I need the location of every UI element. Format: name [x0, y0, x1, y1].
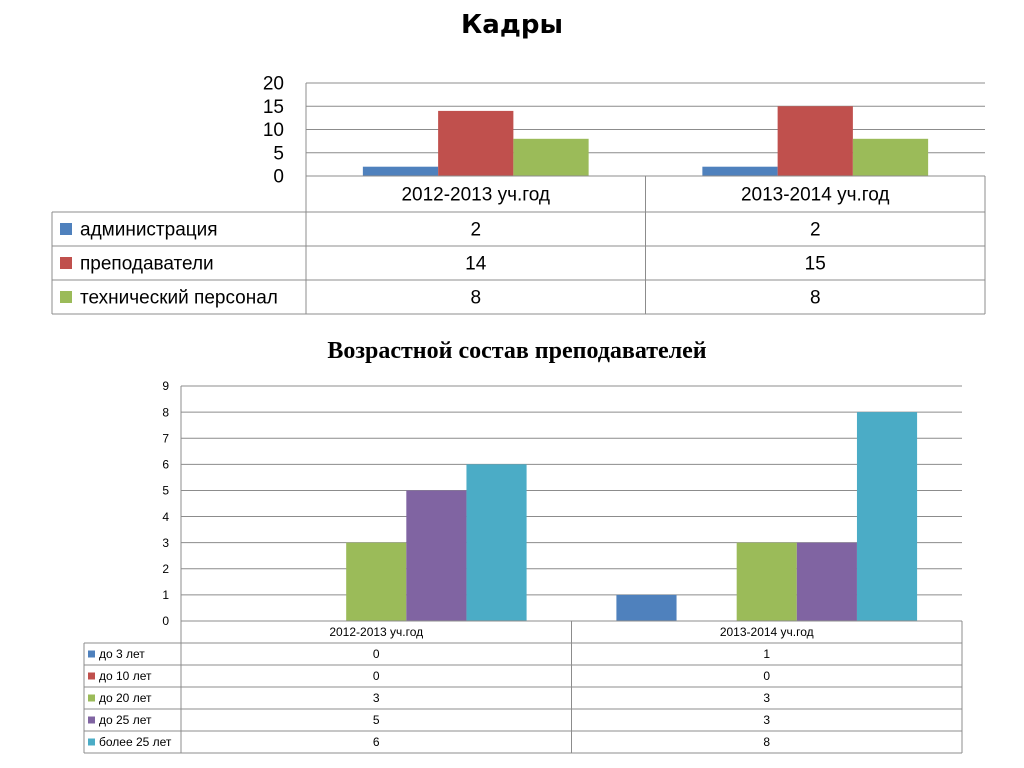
data-label: 8 — [810, 288, 821, 309]
data-label: 8 — [763, 735, 770, 749]
chart2-title: Возрастной состав преподавателей — [327, 338, 707, 364]
bar — [362, 166, 439, 176]
data-label: 3 — [763, 691, 770, 705]
bar — [513, 138, 589, 176]
chart1-title: Кадры — [461, 10, 563, 40]
y-tick-label: 3 — [162, 536, 169, 550]
legend-label: до 3 лет — [99, 647, 145, 661]
bar — [438, 110, 514, 176]
data-label: 2 — [470, 220, 481, 241]
data-label: 14 — [465, 254, 487, 275]
y-tick-label: 0 — [162, 614, 169, 628]
legend-label: преподаватели — [80, 254, 214, 275]
y-tick-label: 6 — [162, 458, 169, 472]
y-tick-label: 5 — [162, 484, 169, 498]
data-label: 0 — [763, 669, 770, 683]
legend-label: до 10 лет — [99, 669, 152, 683]
y-tick-label: 7 — [162, 431, 169, 445]
bar — [702, 166, 778, 176]
legend-key — [60, 291, 72, 303]
legend-key — [88, 694, 95, 702]
data-label: 6 — [373, 735, 380, 749]
y-tick-label: 8 — [162, 405, 169, 419]
bar — [852, 138, 929, 176]
x-category-label: 2013-2014 уч.год — [741, 185, 890, 206]
legend-key — [88, 716, 95, 724]
y-tick-label: 15 — [263, 97, 284, 118]
y-tick-label: 9 — [162, 379, 169, 393]
legend-label: более 25 лет — [99, 735, 172, 749]
legend-label: технический персонал — [80, 288, 278, 309]
bar — [736, 542, 797, 621]
y-tick-label: 1 — [162, 588, 169, 602]
x-category-label: 2013-2014 уч.год — [720, 625, 814, 639]
y-tick-label: 20 — [263, 74, 284, 95]
legend-key — [88, 650, 95, 658]
bar — [856, 412, 918, 621]
data-label: 1 — [763, 647, 770, 661]
data-label: 2 — [810, 220, 821, 241]
data-label: 0 — [373, 669, 380, 683]
legend-key — [60, 223, 72, 235]
data-label: 3 — [373, 691, 380, 705]
x-category-label: 2012-2013 уч.год — [401, 185, 550, 206]
y-tick-label: 0 — [273, 167, 284, 188]
data-label: 15 — [805, 254, 826, 275]
legend-key — [88, 738, 95, 746]
x-category-label: 2012-2013 уч.год — [329, 625, 423, 639]
bar — [406, 490, 467, 621]
y-tick-label: 5 — [273, 143, 284, 164]
legend-label: до 20 лет — [99, 691, 152, 705]
legend-label: администрация — [80, 220, 218, 241]
bar — [466, 464, 527, 621]
bar — [616, 594, 677, 621]
y-tick-label: 2 — [162, 562, 169, 576]
legend-key — [88, 672, 95, 680]
data-label: 8 — [470, 288, 481, 309]
legend-key — [60, 257, 72, 269]
data-label: 5 — [373, 713, 380, 727]
y-tick-label: 10 — [263, 120, 284, 141]
data-label: 3 — [763, 713, 770, 727]
bar — [346, 542, 407, 621]
y-tick-label: 4 — [162, 510, 169, 524]
bar — [777, 106, 853, 176]
bar — [796, 542, 857, 621]
data-label: 0 — [373, 647, 380, 661]
legend-label: до 25 лет — [99, 713, 152, 727]
